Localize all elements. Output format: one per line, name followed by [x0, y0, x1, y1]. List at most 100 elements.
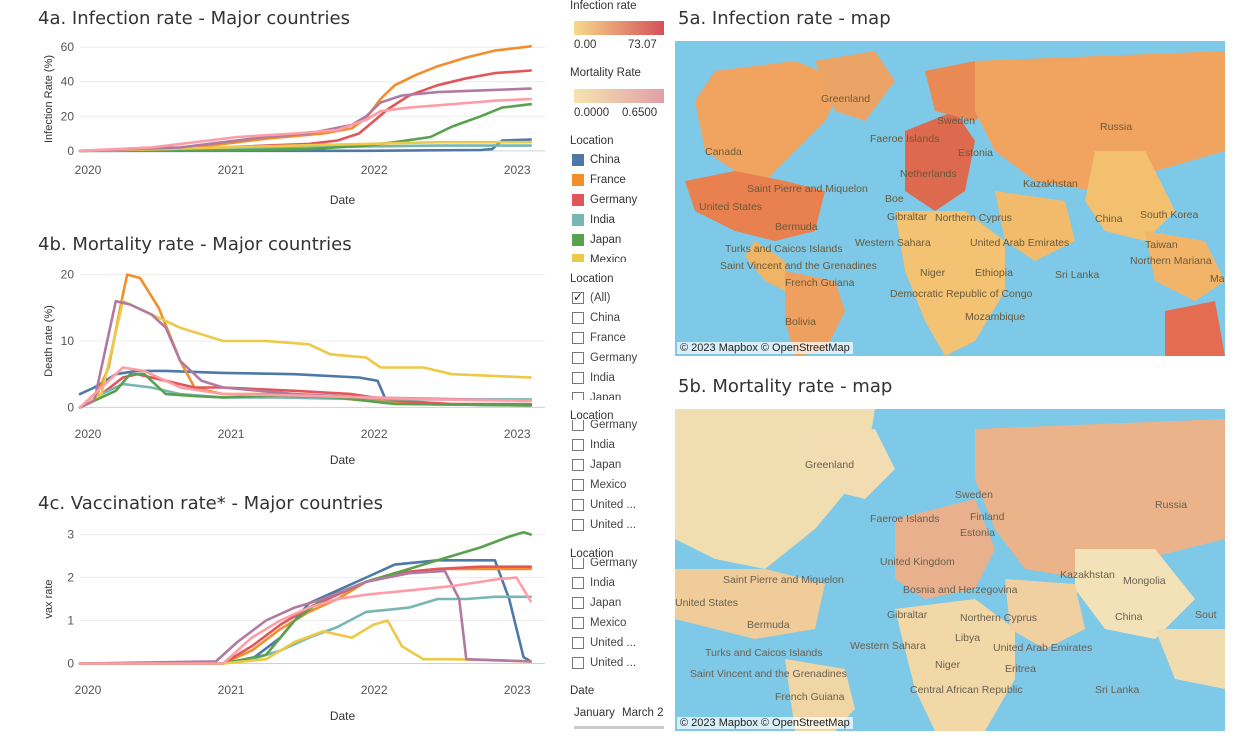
- map-place-label: China: [1115, 611, 1143, 623]
- chart-4c-title: 4c. Vaccination rate* - Major countries: [38, 493, 384, 514]
- filter-option[interactable]: United ...: [572, 519, 664, 531]
- y-tick-label: 60: [61, 40, 75, 54]
- filter-checkbox[interactable]: [572, 597, 584, 609]
- filter-checkbox[interactable]: [572, 657, 584, 669]
- location-filter-2[interactable]: Germany India Japan Mexico United ... United …: [568, 420, 668, 538]
- filter-option[interactable]: China: [572, 312, 664, 324]
- legend-swatch: [572, 234, 584, 246]
- map-place-label: Democratic Republic of Congo: [890, 288, 1033, 300]
- x-tick-label: 2023: [504, 163, 531, 177]
- legend-item[interactable]: Germany: [572, 194, 664, 206]
- filter-option[interactable]: Japan: [572, 459, 664, 471]
- filter-option-label: China: [590, 312, 621, 324]
- filter-option-label: United ...: [590, 519, 637, 531]
- filter-option[interactable]: Japan: [572, 597, 664, 609]
- map-place-label: Boe: [885, 193, 904, 205]
- filter-checkbox[interactable]: [572, 312, 584, 324]
- filter-checkbox[interactable]: [572, 332, 584, 344]
- filter-checkbox[interactable]: [572, 420, 584, 431]
- x-tick-label: 2021: [218, 163, 245, 177]
- filter-checkbox[interactable]: [572, 352, 584, 364]
- map-place-label: Sout: [1195, 609, 1217, 621]
- filter-checkbox[interactable]: [572, 290, 584, 304]
- legend-label: China: [590, 154, 621, 166]
- location-legend-list[interactable]: China France Germany India Japan Mexico: [568, 152, 668, 262]
- map-place-label: Northern Mariana: [1130, 255, 1212, 267]
- filter-checkbox[interactable]: [572, 459, 584, 471]
- filter-option-label: Japan: [590, 392, 622, 400]
- y-tick-label: 1: [67, 614, 74, 628]
- filter-checkbox[interactable]: [572, 499, 584, 511]
- date-filter-title: Date: [570, 685, 595, 697]
- filter-option[interactable]: India: [572, 577, 664, 589]
- map-place-label: United States: [675, 597, 739, 609]
- filter-option[interactable]: India: [572, 439, 664, 451]
- location-filter-1[interactable]: (All) China France Germany India Japan: [568, 290, 668, 400]
- legend-label: Japan: [590, 234, 622, 246]
- infection-rate-map[interactable]: Greenland Canada United States Russia Faeroe…: [675, 41, 1225, 356]
- filter-checkbox[interactable]: [572, 392, 584, 400]
- filter-option[interactable]: France: [572, 332, 664, 344]
- location-filter-1-title: Location: [570, 273, 614, 285]
- legend-item[interactable]: Japan: [572, 234, 664, 246]
- filter-option-label: Germany: [590, 420, 638, 431]
- filter-checkbox[interactable]: [572, 439, 584, 451]
- legend-item[interactable]: Mexico: [572, 254, 664, 262]
- filter-option[interactable]: Japan: [572, 392, 664, 400]
- filter-option[interactable]: Mexico: [572, 617, 664, 629]
- infection-color-ramp: [574, 21, 664, 35]
- location-filter-2-title: Location: [570, 410, 614, 422]
- x-tick-label: 2020: [75, 163, 102, 177]
- filter-option-label: Mexico: [590, 479, 627, 491]
- map-place-label: Niger: [935, 659, 961, 671]
- y-axis-label: Death rate (%): [43, 305, 55, 377]
- filter-checkbox[interactable]: [572, 519, 584, 531]
- filter-checkbox[interactable]: [572, 479, 584, 491]
- map-5a-title: 5a. Infection rate - map: [678, 8, 891, 29]
- map-place-label: Bosnia and Herzegovina: [903, 584, 1018, 596]
- vaccination-rate-chart[interactable]: 0 1 2 3 2020 2021 2022 2023 Date vax rate: [30, 522, 555, 732]
- series-line-france: [78, 45, 532, 153]
- filter-option[interactable]: United ...: [572, 657, 664, 669]
- series-line-mexico: [78, 619, 532, 665]
- date-range-slider[interactable]: [574, 726, 664, 729]
- mortality-color-ramp: [574, 89, 664, 103]
- mortality-map-credit: © 2023 Mapbox © OpenStreetMap: [677, 717, 853, 729]
- filter-option[interactable]: Germany: [572, 558, 664, 569]
- filter-option[interactable]: (All): [572, 290, 664, 304]
- map-place-label: Bermuda: [775, 221, 818, 233]
- infection-map-shapes: [685, 51, 1225, 356]
- map-place-label: Estonia: [960, 527, 996, 539]
- location-filter-3[interactable]: Germany India Japan Mexico United ... United …: [568, 558, 668, 676]
- series-line-germany: [78, 565, 532, 665]
- map-place-label: Eritrea: [1005, 663, 1036, 675]
- filter-checkbox[interactable]: [572, 577, 584, 589]
- map-5b-title: 5b. Mortality rate - map: [678, 376, 893, 397]
- infection-legend-title: Infection rate: [570, 0, 637, 12]
- filter-option-label: (All): [590, 292, 611, 304]
- filter-option[interactable]: India: [572, 372, 664, 384]
- filter-checkbox[interactable]: [572, 637, 584, 649]
- x-axis-label: Date: [330, 453, 356, 467]
- y-tick-label: 0: [67, 144, 74, 158]
- date-filter-start[interactable]: January: [574, 707, 615, 719]
- legend-item[interactable]: France: [572, 174, 664, 186]
- filter-option[interactable]: Germany: [572, 420, 664, 431]
- filter-checkbox[interactable]: [572, 372, 584, 384]
- filter-option[interactable]: United ...: [572, 637, 664, 649]
- mortality-rate-map[interactable]: Greenland Russia Faeroe Islands Sweden Finla…: [675, 409, 1225, 731]
- filter-option[interactable]: United ...: [572, 499, 664, 511]
- y-axis-label: vax rate: [43, 579, 55, 618]
- filter-option-label: India: [590, 439, 615, 451]
- legend-item[interactable]: India: [572, 214, 664, 226]
- filter-option[interactable]: Mexico: [572, 479, 664, 491]
- filter-checkbox[interactable]: [572, 558, 584, 569]
- filter-option[interactable]: Germany: [572, 352, 664, 364]
- legend-item[interactable]: China: [572, 154, 664, 166]
- infection-rate-chart[interactable]: 0 20 40 60 2020 2021 2022 2023 Date Infection Rat…: [30, 36, 555, 216]
- date-filter-end[interactable]: March 2: [622, 707, 664, 719]
- filter-checkbox[interactable]: [572, 617, 584, 629]
- map-place-label: Kazakhstan: [1023, 178, 1078, 190]
- map-place-label: Turks and Caicos Islands: [725, 243, 843, 255]
